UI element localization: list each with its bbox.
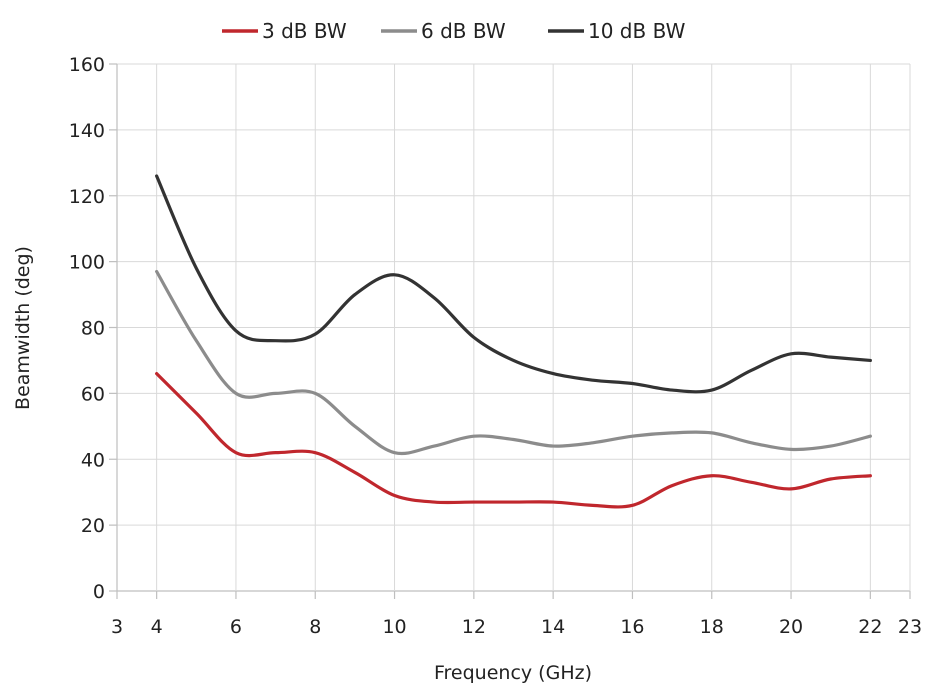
legend-label-2: 6 dB BW	[421, 19, 506, 43]
y-axis-title: Beamwidth (deg)	[12, 246, 34, 410]
y-tick-label: 100	[69, 252, 105, 274]
x-tick-label: 8	[309, 616, 321, 638]
axes: 0 20 40 60 80 100 120 140 160 3 4 6 8 10 12 14 16 18 20 22 2…	[69, 54, 922, 638]
x-tick-label: 3	[111, 616, 123, 638]
grid	[116, 63, 911, 592]
y-tick-label: 160	[69, 54, 105, 76]
x-tick-label: 4	[151, 616, 163, 638]
x-tick-label: 18	[700, 616, 724, 638]
plot-area	[155, 174, 872, 509]
x-tick-label: 10	[382, 616, 406, 638]
x-tick-label: 14	[541, 616, 565, 638]
y-tick-label: 140	[69, 120, 105, 142]
y-tick-label: 80	[81, 318, 105, 340]
x-axis-title: Frequency (GHz)	[434, 662, 592, 684]
y-tick-label: 40	[81, 449, 105, 471]
y-tick-label: 20	[81, 515, 105, 537]
series-line-3	[155, 174, 872, 394]
x-tick-label: 12	[462, 616, 486, 638]
legend-label-3: 10 dB BW	[588, 19, 686, 43]
y-tick-label: 0	[93, 581, 105, 603]
x-tick-label: 23	[898, 616, 922, 638]
y-tick-label: 60	[81, 383, 105, 405]
series-line-2	[155, 269, 872, 456]
x-tick-label: 22	[858, 616, 882, 638]
y-tick-label: 120	[69, 186, 105, 208]
x-tick-label: 20	[779, 616, 803, 638]
legend: 3 dB BW 6 dB BW 10 dB BW	[222, 19, 686, 43]
x-tick-label: 6	[230, 616, 242, 638]
series-line-1	[155, 372, 872, 509]
legend-label-1: 3 dB BW	[262, 19, 347, 43]
x-tick-label: 16	[620, 616, 644, 638]
